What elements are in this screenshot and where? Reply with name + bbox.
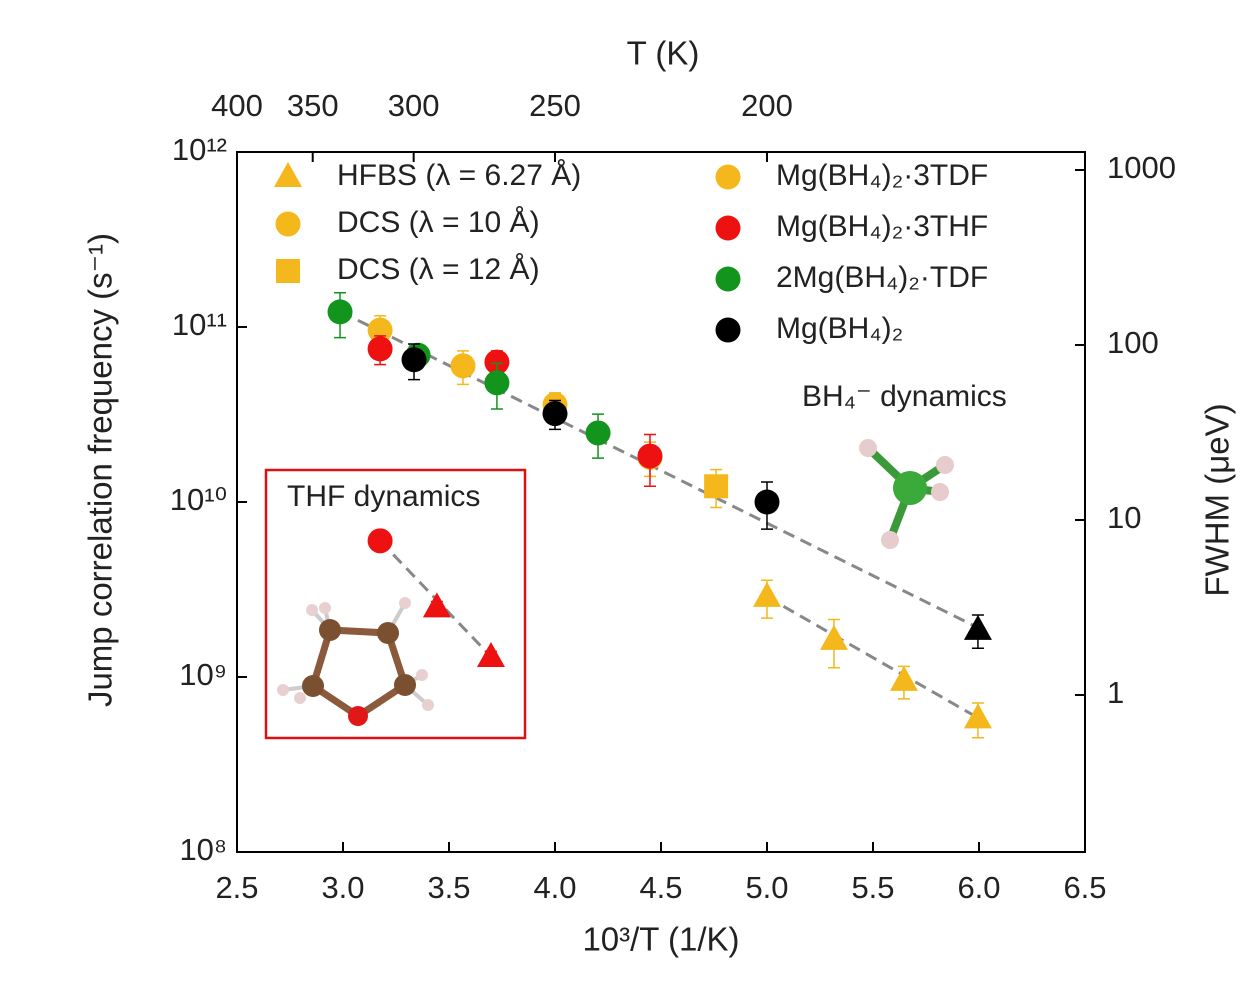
legend-label: 2Mg(BH₄)₂·TDF: [776, 261, 988, 294]
y-axis-title: Jump correlation frequency (s⁻¹): [82, 233, 119, 707]
bh4-molecule: [859, 439, 954, 549]
triangle-marker: [476, 642, 505, 668]
circle-marker: [715, 317, 741, 343]
x-tick-label: 5.5: [851, 870, 894, 905]
y-tick-label: 10⁸: [179, 832, 227, 867]
annotation: THF dynamics: [287, 480, 480, 513]
circle-marker: [754, 489, 780, 515]
x-tick-label: 2.5: [215, 870, 258, 905]
circle-marker: [367, 317, 393, 343]
top-axis-title: T (K): [627, 35, 700, 72]
legend-label: DCS (λ = 12 Å): [337, 253, 540, 286]
fit-line: [340, 310, 980, 630]
x-tick-label: 4.0: [533, 870, 576, 905]
circle-marker: [327, 299, 353, 325]
x-tick-label: 6.5: [1063, 870, 1106, 905]
x-tick-label: 4.5: [639, 870, 682, 905]
fit-line: [766, 595, 980, 720]
y-tick-label: 10¹¹: [172, 307, 227, 342]
x2-tick-label: 400: [211, 88, 263, 123]
legend-label: Mg(BH₄)₂·3THF: [776, 210, 988, 243]
x-tick-label: 6.0: [957, 870, 1000, 905]
inset-box: [264, 468, 527, 740]
x2-tick-label: 300: [388, 88, 440, 123]
x-tick-label: 3.5: [427, 870, 470, 905]
triangle-marker: [963, 614, 992, 640]
square-marker: [704, 474, 729, 499]
triangle-marker: [422, 592, 451, 618]
y-tick-label: 10¹⁰: [170, 482, 227, 517]
y-tick-label: 10⁹: [179, 657, 227, 692]
triangle-marker: [274, 162, 302, 187]
circle-marker: [484, 349, 510, 375]
triangle-marker: [753, 581, 781, 607]
x-tick-label: 5.0: [745, 870, 788, 905]
y2-tick-label: 1: [1107, 675, 1124, 710]
y2-tick-label: 1000: [1107, 150, 1176, 185]
x-axis-title: 10³/T (1/K): [582, 921, 739, 958]
legend-label: DCS (λ = 10 Å): [337, 206, 540, 239]
circle-marker: [367, 528, 393, 554]
circle-marker: [637, 443, 663, 469]
circle-marker: [715, 215, 741, 241]
circle-marker: [450, 353, 476, 379]
circle-marker: [542, 401, 568, 427]
triangle-marker: [963, 703, 992, 729]
y2-axis-title: FWHM (μeV): [1199, 403, 1236, 596]
y2-tick-label: 100: [1107, 325, 1159, 360]
x-tick-label: 3.0: [321, 870, 364, 905]
legend-label: Mg(BH₄)₂·3TDF: [776, 159, 988, 192]
x2-tick-label: 200: [741, 88, 793, 123]
thf-atoms: [277, 597, 434, 726]
square-marker: [276, 259, 300, 283]
circle-marker: [275, 211, 301, 237]
y-tick-label: 10¹²: [172, 132, 227, 167]
triangle-marker: [889, 665, 918, 691]
x2-tick-label: 250: [529, 88, 581, 123]
x2-tick-label: 350: [287, 88, 339, 123]
annotation: BH₄⁻ dynamics: [802, 380, 1007, 413]
legend-label: Mg(BH₄)₂: [776, 312, 903, 345]
circle-marker: [367, 336, 393, 362]
circle-marker: [715, 164, 741, 190]
y2-tick-label: 10: [1107, 500, 1141, 535]
circle-marker: [401, 347, 427, 373]
circle-marker: [715, 266, 741, 292]
triangle-marker: [819, 624, 848, 650]
circle-marker: [585, 420, 611, 446]
legend-label: HFBS (λ = 6.27 Å): [337, 159, 581, 192]
circle-marker: [484, 370, 510, 396]
